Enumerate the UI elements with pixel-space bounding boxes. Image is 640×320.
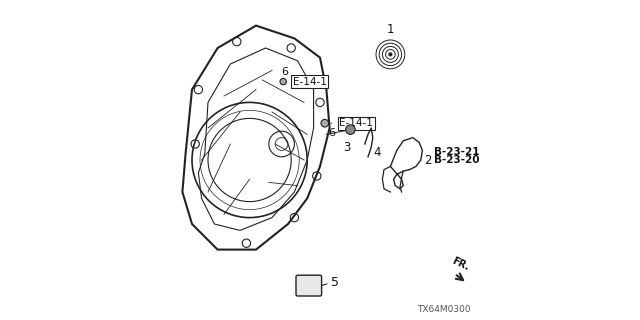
Circle shape [388, 53, 392, 56]
Text: 1: 1 [387, 23, 394, 36]
Text: 6: 6 [328, 128, 335, 138]
Text: 2: 2 [424, 154, 431, 166]
Text: 5: 5 [332, 276, 339, 289]
Text: 4: 4 [374, 146, 381, 158]
Text: FR.: FR. [451, 256, 471, 273]
FancyBboxPatch shape [296, 275, 322, 296]
Text: B-23-21: B-23-21 [434, 147, 479, 157]
Circle shape [346, 125, 355, 134]
Text: E-14-1: E-14-1 [292, 76, 326, 87]
Text: TX64M0300: TX64M0300 [417, 305, 470, 314]
Circle shape [280, 78, 287, 85]
Text: 6: 6 [281, 67, 288, 77]
Text: E-14-1: E-14-1 [339, 118, 373, 128]
Text: 3: 3 [344, 141, 351, 154]
Circle shape [321, 119, 329, 127]
Text: B-23-20: B-23-20 [434, 155, 479, 165]
